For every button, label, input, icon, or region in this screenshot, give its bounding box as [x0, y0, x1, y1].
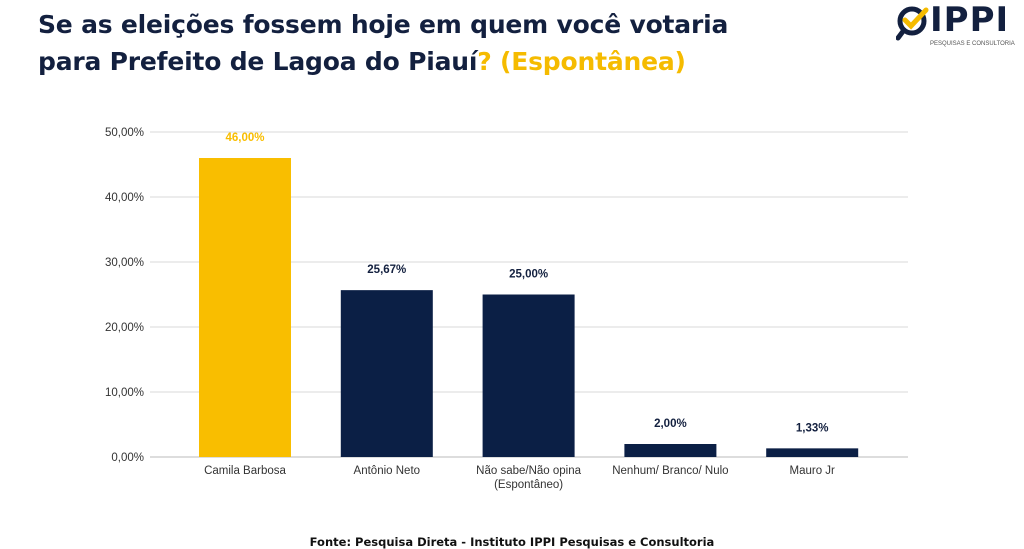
x-tick-label: Antônio Neto: [354, 465, 421, 477]
title-highlight: ? (Espontânea): [477, 47, 686, 76]
y-tick-label: 20,00%: [105, 322, 144, 334]
chart-title: Se as eleições fossem hoje em quem você …: [38, 6, 728, 80]
data-label: 25,00%: [509, 269, 548, 281]
bar-5: [766, 448, 859, 457]
title-line-2: para Prefeito de Lagoa do Piauí? (Espont…: [38, 43, 728, 80]
data-label: 2,00%: [654, 418, 687, 430]
y-tick-label: 40,00%: [105, 192, 144, 204]
y-tick-label: 0,00%: [111, 452, 144, 464]
bar-3: [482, 294, 575, 457]
logo-text: IPPI: [930, 0, 1010, 40]
bar-1: [199, 158, 291, 457]
title-line-1: Se as eleições fossem hoje em quem você …: [38, 10, 729, 39]
bar-4: [624, 444, 717, 457]
y-tick-label: 50,00%: [105, 127, 144, 139]
y-tick-label: 10,00%: [105, 387, 144, 399]
source-note: Fonte: Pesquisa Direta - Instituto IPPI …: [309, 535, 715, 549]
data-label: 25,67%: [367, 264, 406, 276]
x-tick-label: Não sabe/Não opina: [476, 465, 581, 477]
data-label: 1,33%: [796, 422, 829, 434]
x-tick-label: Camila Barbosa: [204, 465, 286, 477]
y-tick-label: 30,00%: [105, 257, 144, 269]
logo-subtitle: PESQUISAS E CONSULTORIA: [930, 41, 1015, 47]
x-tick-label: (Espontâneo): [494, 479, 563, 491]
x-tick-label: Mauro Jr: [790, 465, 836, 477]
magnifier-check-icon: [895, 6, 929, 41]
x-tick-label: Nenhum/ Branco/ Nulo: [612, 465, 728, 477]
bar-2: [340, 290, 433, 457]
title-line-2-text: para Prefeito de Lagoa do Piauí: [38, 47, 478, 76]
ippi-logo: IPPI PESQUISAS E CONSULTORIA: [895, 0, 1020, 52]
data-label: 46,00%: [225, 132, 264, 144]
